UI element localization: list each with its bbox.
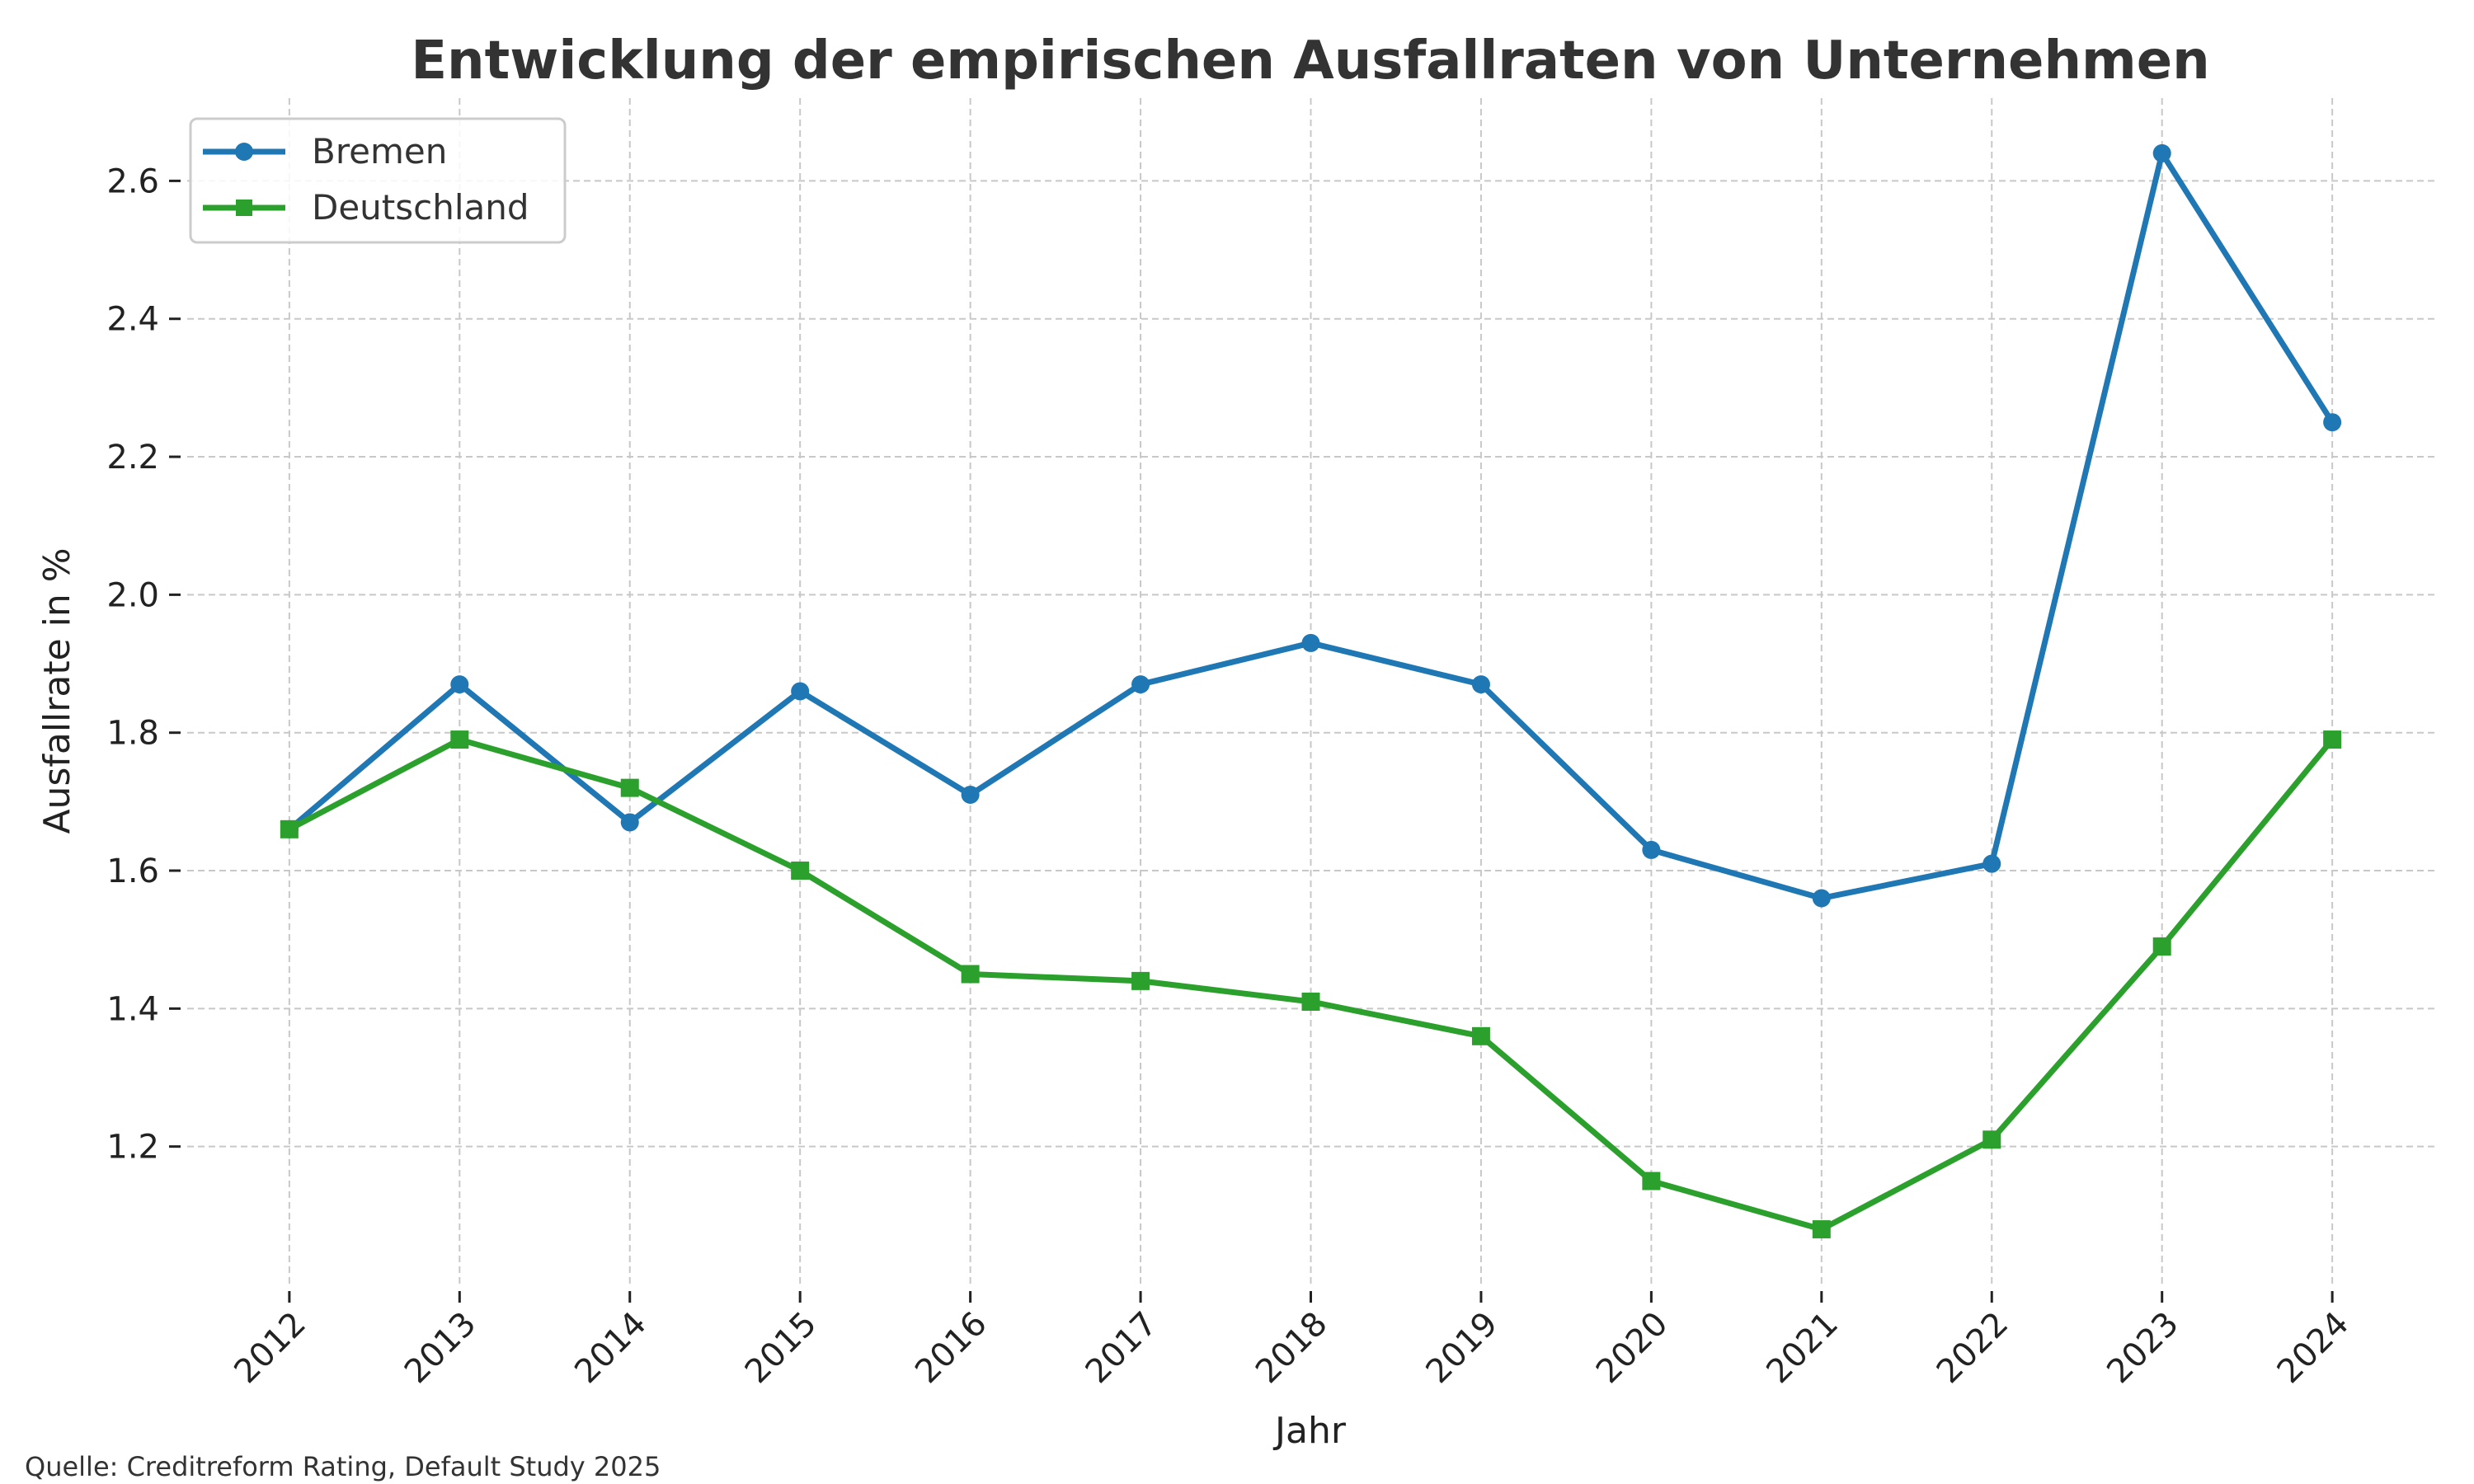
x-tick-label: 2012	[227, 1305, 313, 1392]
data-point-bremen	[1982, 854, 2001, 873]
x-tick-label: 2021	[1759, 1305, 1846, 1392]
data-point-deutschland	[1131, 971, 1150, 990]
data-point-bremen	[1131, 675, 1150, 694]
series-line-deutschland	[288, 736, 2335, 1233]
x-tick-label: 2016	[908, 1305, 995, 1392]
x-tick-label: 2019	[1419, 1305, 1506, 1392]
data-point-bremen	[1642, 840, 1661, 859]
data-point-bremen	[2152, 143, 2171, 162]
y-tick-label: 1.4	[106, 990, 159, 1028]
data-point-deutschland	[1642, 1172, 1661, 1190]
data-point-deutschland	[1301, 992, 1320, 1011]
data-point-bremen	[450, 675, 469, 694]
data-point-deutschland	[450, 730, 469, 749]
x-axis-label: Jahr	[1272, 1410, 1347, 1452]
data-point-deutschland	[1471, 1026, 1490, 1045]
data-point-bremen	[961, 785, 980, 804]
x-tick-label: 2015	[738, 1305, 825, 1392]
data-point-deutschland	[1812, 1220, 1831, 1239]
data-point-deutschland	[2152, 937, 2171, 956]
y-axis-label: Ausfallrate in %	[36, 547, 78, 834]
data-point-deutschland	[791, 862, 810, 881]
grid	[187, 98, 2434, 1284]
series-lines	[280, 143, 2342, 1239]
data-point-deutschland	[961, 965, 980, 984]
data-point-deutschland	[280, 819, 299, 838]
y-tick-label: 1.2	[106, 1129, 159, 1167]
x-tick-label: 2017	[1079, 1305, 1165, 1392]
data-point-bremen	[1471, 675, 1490, 694]
data-point-deutschland	[2323, 730, 2342, 749]
data-point-bremen	[1301, 633, 1320, 652]
legend-label-bremen: Bremen	[312, 131, 447, 171]
legend-marker-deutschland	[236, 200, 252, 216]
data-point-bremen	[2323, 413, 2342, 432]
data-point-bremen	[620, 813, 639, 832]
y-tick-label: 2.0	[106, 576, 159, 614]
y-tick-label: 1.8	[106, 715, 159, 753]
y-tick-label: 2.2	[106, 439, 159, 477]
legend-marker-bremen	[235, 143, 253, 161]
source-note: Quelle: Creditreform Rating, Default Stu…	[25, 1451, 661, 1482]
x-tick-label: 2024	[2270, 1305, 2357, 1392]
y-tick-label: 2.4	[106, 301, 159, 339]
y-tick-label: 2.6	[106, 162, 159, 200]
x-tick-label: 2014	[567, 1305, 654, 1392]
x-tick-label: 2013	[397, 1305, 484, 1392]
data-point-deutschland	[1982, 1130, 2001, 1149]
x-tick-label: 2022	[1930, 1305, 2016, 1392]
chart-title: Entwicklung der empirischen Ausfallraten…	[411, 31, 2209, 92]
x-tick-label: 2020	[1589, 1305, 1676, 1392]
x-tick-label: 2023	[2100, 1305, 2186, 1392]
data-point-bremen	[1812, 889, 1831, 908]
data-point-bremen	[791, 682, 810, 701]
data-point-deutschland	[620, 778, 639, 797]
legend-label-deutschland: Deutschland	[312, 187, 529, 228]
x-tick-label: 2018	[1249, 1305, 1335, 1392]
y-tick-label: 1.6	[106, 852, 159, 890]
legend: Bremen Deutschland	[189, 117, 567, 244]
axis-ticks: 2012 2013 2014 2015 2016 2017 2018 2019 2020 2021…	[106, 162, 2356, 1391]
